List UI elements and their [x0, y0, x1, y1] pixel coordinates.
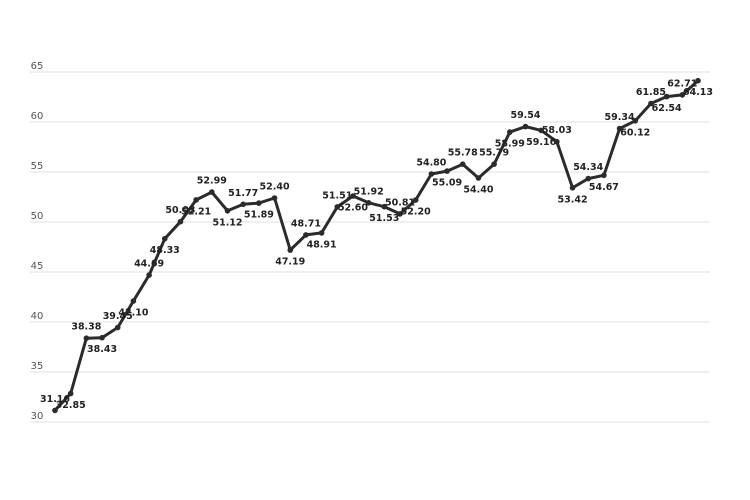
value-label: 52.20	[401, 207, 431, 218]
data-point	[648, 100, 654, 107]
value-label: 51.92	[354, 186, 384, 197]
data-point	[52, 407, 58, 414]
data-point	[287, 247, 294, 253]
value-label: 47.19	[275, 257, 305, 268]
data-point	[585, 175, 592, 182]
value-label: 62.71	[667, 78, 697, 89]
data-point	[334, 204, 341, 210]
y-tick-label: 45	[31, 261, 44, 272]
data-point	[318, 230, 325, 236]
value-label: 59.54	[510, 110, 540, 121]
value-label: 61.85	[636, 87, 666, 98]
value-label: 54.40	[463, 185, 493, 196]
value-label: 60.12	[620, 127, 650, 138]
data-point	[632, 118, 639, 124]
value-label: 55.78	[448, 148, 478, 159]
data-point	[114, 324, 121, 331]
value-label: 54.34	[573, 162, 603, 173]
data-point	[146, 272, 152, 278]
data-point	[365, 200, 372, 206]
value-label: 58.99	[495, 139, 525, 150]
data-point	[209, 189, 215, 195]
value-label: 54.67	[589, 182, 619, 193]
value-label: 31.16	[40, 394, 70, 405]
y-tick-label: 60	[31, 111, 44, 122]
y-tick-label: 55	[31, 161, 44, 172]
data-point	[663, 93, 670, 100]
value-label: 62.54	[652, 103, 682, 114]
value-label: 51.12	[212, 217, 242, 228]
data-point	[397, 211, 403, 217]
data-point	[67, 390, 74, 397]
data-point	[240, 201, 246, 208]
data-point	[161, 235, 168, 242]
value-label: 38.38	[71, 322, 101, 333]
data-point	[491, 161, 497, 167]
data-point	[475, 175, 482, 181]
y-tick-label: 65	[31, 61, 44, 72]
value-label: 48.71	[291, 218, 321, 229]
data-point	[83, 335, 90, 342]
data-point	[569, 185, 576, 191]
data-point	[193, 197, 199, 203]
data-point	[428, 171, 435, 177]
value-label: 52.40	[260, 182, 290, 193]
y-tick-label: 40	[31, 311, 44, 322]
value-label: 50.81	[385, 197, 415, 208]
data-point	[350, 193, 356, 199]
data-point	[130, 298, 137, 304]
value-label: 51.77	[228, 188, 258, 199]
value-label: 32.85	[56, 400, 86, 411]
value-label: 59.16	[526, 137, 556, 148]
value-label: 51.51	[322, 190, 352, 201]
value-label: 44.69	[134, 259, 164, 270]
data-point	[303, 232, 309, 238]
value-label: 39.45	[103, 311, 133, 322]
data-point	[507, 129, 513, 135]
data-point	[224, 208, 231, 214]
value-label: 53.42	[558, 194, 588, 205]
data-point	[177, 218, 184, 225]
value-label: 52.21	[181, 206, 211, 217]
data-point	[381, 203, 388, 210]
value-label: 59.34	[605, 112, 635, 123]
data-point	[601, 172, 607, 179]
value-label: 50.03	[165, 205, 195, 216]
value-label: 52.99	[197, 176, 227, 187]
data-point	[522, 123, 529, 130]
value-label: 52.60	[338, 203, 368, 214]
data-point	[99, 334, 105, 341]
y-tick-label: 50	[31, 211, 44, 222]
y-tick-label: 35	[31, 361, 44, 372]
value-label: 64.13	[683, 87, 713, 98]
value-label: 38.43	[87, 344, 117, 355]
data-point	[679, 92, 686, 98]
value-label: 54.80	[416, 158, 446, 169]
value-label: 51.53	[369, 213, 399, 224]
data-point	[271, 195, 278, 201]
data-point	[444, 168, 450, 174]
data-point	[616, 125, 623, 132]
data-point	[412, 197, 419, 203]
value-label: 42.10	[118, 308, 148, 319]
value-label: 58.03	[542, 125, 572, 136]
value-label: 51.89	[244, 210, 274, 221]
value-label: 55.09	[432, 178, 462, 189]
data-point	[459, 161, 466, 167]
data-point	[256, 200, 262, 206]
value-label: 48.91	[307, 239, 337, 250]
value-label: 48.33	[150, 245, 180, 256]
data-point	[554, 138, 560, 145]
value-label: 55.79	[479, 148, 509, 159]
data-point	[538, 127, 544, 134]
y-tick-label: 30	[31, 411, 44, 422]
data-point	[695, 77, 701, 84]
